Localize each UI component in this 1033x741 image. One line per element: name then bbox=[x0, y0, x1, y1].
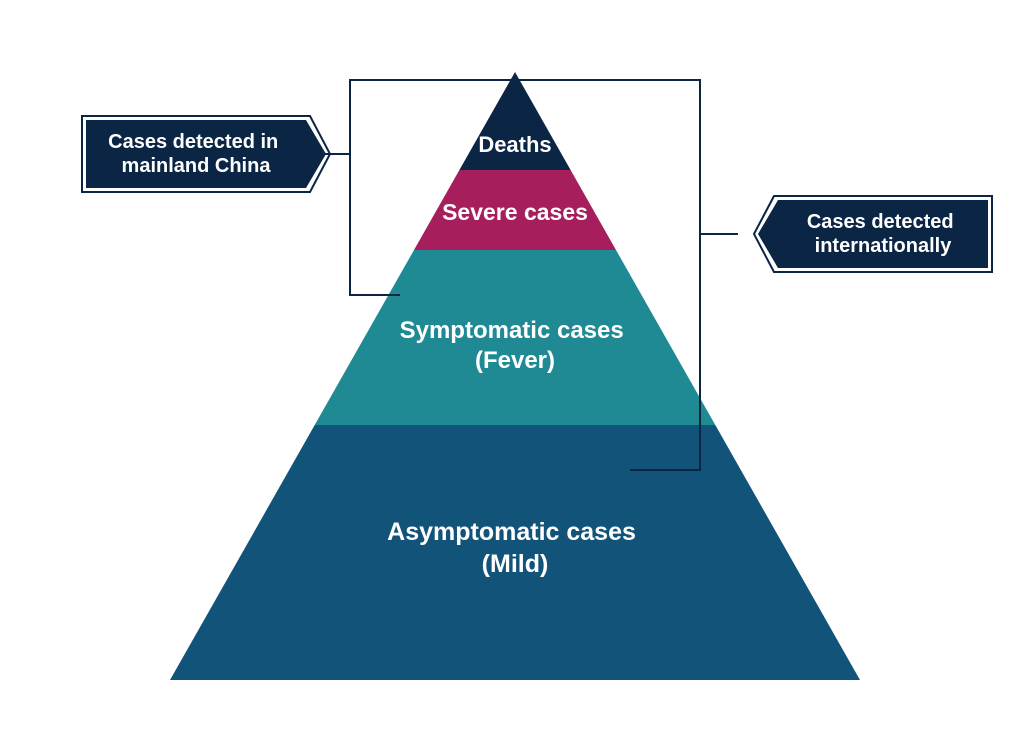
left-callout: Cases detected in mainland China bbox=[82, 116, 330, 192]
right-callout: Cases detected internationally bbox=[754, 196, 992, 272]
layer-label-deaths: Deaths bbox=[478, 132, 551, 157]
pyramid-diagram: Cases detected in mainland China Cases d… bbox=[0, 0, 1033, 741]
layer-label-severe: Severe cases bbox=[442, 199, 588, 225]
